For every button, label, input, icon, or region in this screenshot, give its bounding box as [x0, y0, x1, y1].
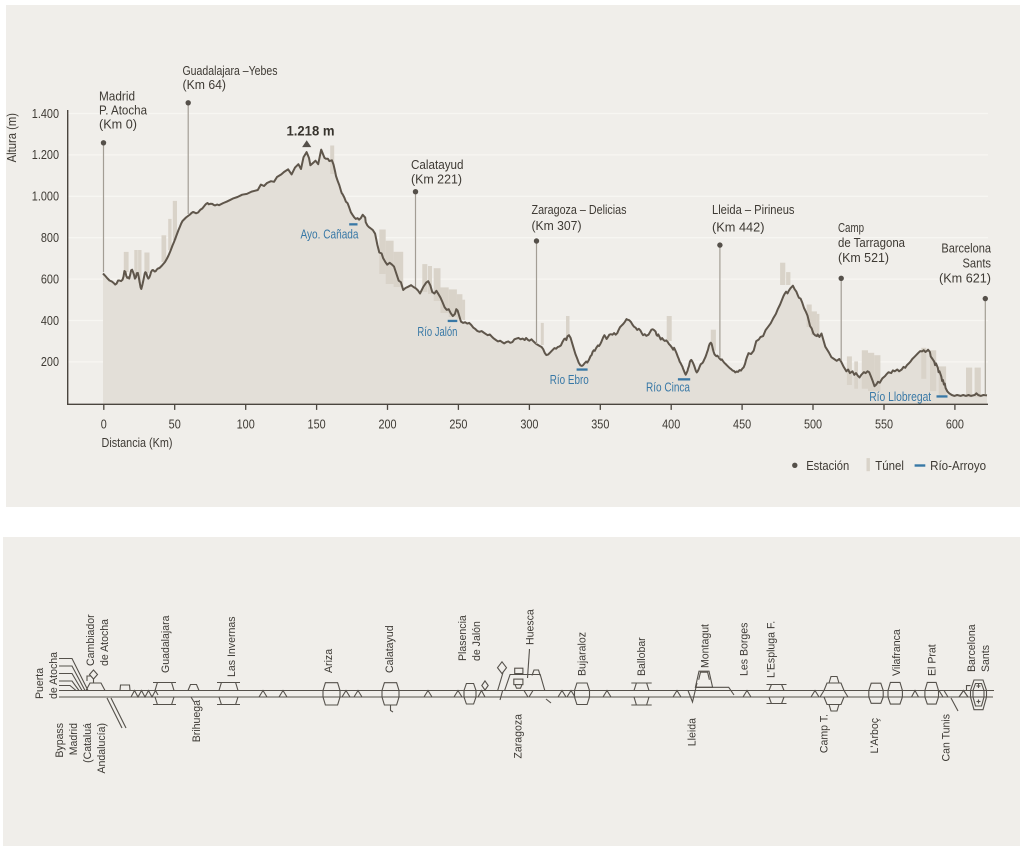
svg-text:Estación: Estación: [806, 459, 849, 473]
svg-text:Lleida: Lleida: [687, 717, 699, 746]
svg-text:Can Tunis: Can Tunis: [941, 714, 953, 762]
svg-text:1.218 m: 1.218 m: [287, 124, 335, 140]
svg-text:(Km 521): (Km 521): [838, 251, 889, 265]
svg-text:Distancia (Km): Distancia (Km): [102, 436, 173, 450]
svg-text:200: 200: [41, 355, 59, 369]
svg-text:Altura (m): Altura (m): [5, 113, 19, 162]
svg-text:Ayo. Cañada: Ayo. Cañada: [301, 228, 359, 242]
svg-text:200: 200: [378, 418, 396, 432]
svg-text:Huesca: Huesca: [525, 608, 537, 645]
svg-text:Montagut: Montagut: [700, 624, 712, 668]
svg-text:(Km 64): (Km 64): [183, 78, 227, 92]
svg-text:P. Atocha: P. Atocha: [99, 104, 147, 118]
svg-text:Guadalajara: Guadalajara: [160, 615, 172, 673]
svg-text:de Atocha: de Atocha: [48, 651, 60, 699]
svg-text:Cambiador: Cambiador: [85, 614, 97, 666]
svg-text:Vilafranca: Vilafranca: [891, 628, 903, 676]
svg-text:300: 300: [520, 418, 538, 432]
svg-text:Calatayud: Calatayud: [411, 158, 464, 172]
svg-text:(Km 442): (Km 442): [712, 221, 765, 235]
svg-text:500: 500: [804, 418, 822, 432]
svg-text:Río Llobregat: Río Llobregat: [869, 390, 931, 404]
svg-text:(Cataluá: (Cataluá: [82, 722, 94, 763]
svg-text:Río-Arroyo: Río-Arroyo: [930, 459, 986, 473]
svg-text:350: 350: [591, 418, 609, 432]
svg-text:Puerta: Puerta: [34, 667, 46, 699]
svg-text:L'Arboç: L'Arboç: [869, 718, 881, 754]
svg-text:600: 600: [41, 272, 59, 286]
svg-text:1.400: 1.400: [32, 107, 59, 121]
svg-text:Les Borges: Les Borges: [739, 622, 751, 676]
svg-text:(Km 307): (Km 307): [532, 219, 582, 233]
svg-text:Andalucía): Andalucía): [96, 723, 108, 774]
svg-text:L'Espluga F.: L'Espluga F.: [766, 621, 778, 678]
svg-text:Sants: Sants: [980, 645, 992, 672]
svg-text:(Km 221): (Km 221): [411, 173, 462, 187]
svg-text:Lleida – Pirineus: Lleida – Pirineus: [712, 203, 795, 217]
svg-text:de Atocha: de Atocha: [99, 618, 111, 666]
svg-text:Sants: Sants: [963, 257, 992, 271]
svg-text:Brihuega: Brihuega: [191, 699, 203, 742]
svg-text:Madrid: Madrid: [99, 90, 135, 104]
svg-text:250: 250: [449, 418, 467, 432]
svg-text:50: 50: [169, 418, 181, 432]
svg-text:1.000: 1.000: [32, 190, 59, 204]
svg-text:1.200: 1.200: [32, 148, 59, 162]
svg-text:400: 400: [662, 418, 680, 432]
svg-text:de Jalón: de Jalón: [471, 621, 483, 661]
svg-text:Ballobar: Ballobar: [636, 637, 648, 676]
svg-text:Calatayud: Calatayud: [384, 625, 396, 673]
svg-text:(Km 0): (Km 0): [99, 118, 137, 132]
svg-text:Bujaraloz: Bujaraloz: [577, 632, 589, 676]
svg-text:Zaragoza – Delicias: Zaragoza – Delicias: [532, 203, 627, 217]
svg-text:Camp: Camp: [838, 221, 864, 235]
svg-text:El Prat: El Prat: [927, 644, 939, 676]
svg-text:600: 600: [946, 418, 964, 432]
svg-text:Río Jalón: Río Jalón: [417, 325, 457, 339]
svg-text:Zaragoza: Zaragoza: [513, 713, 525, 758]
svg-text:(Km 621): (Km 621): [939, 271, 991, 285]
svg-text:Plasencia: Plasencia: [457, 614, 469, 661]
svg-text:Las Invernas: Las Invernas: [226, 616, 238, 677]
svg-text:550: 550: [875, 418, 893, 432]
svg-text:Barcelona: Barcelona: [941, 242, 991, 256]
svg-text:450: 450: [733, 418, 751, 432]
svg-text:0: 0: [101, 418, 107, 432]
svg-text:Barcelona: Barcelona: [966, 624, 978, 672]
svg-text:150: 150: [308, 418, 326, 432]
svg-text:Camp T.: Camp T.: [819, 714, 831, 753]
svg-text:Ariza: Ariza: [323, 648, 335, 673]
svg-text:Río Cinca: Río Cinca: [646, 380, 690, 394]
svg-text:Guadalajara –Yebes: Guadalajara –Yebes: [183, 64, 278, 78]
svg-text:Bypass: Bypass: [54, 723, 66, 758]
svg-text:de Tarragona: de Tarragona: [838, 236, 905, 250]
svg-text:100: 100: [237, 418, 255, 432]
svg-text:Túnel: Túnel: [875, 459, 904, 473]
svg-text:800: 800: [41, 231, 59, 245]
svg-text:400: 400: [41, 314, 59, 328]
svg-text:Madrid: Madrid: [68, 723, 80, 755]
svg-text:Río Ebro: Río Ebro: [550, 373, 589, 387]
